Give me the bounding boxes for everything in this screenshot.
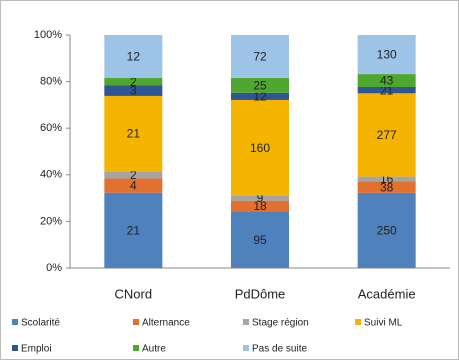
bar-segment bbox=[231, 77, 289, 93]
y-tick-label: 60% bbox=[40, 122, 62, 134]
y-tick-label: 80% bbox=[40, 76, 62, 88]
data-label: 250 bbox=[377, 224, 397, 238]
data-label: 21 bbox=[127, 127, 141, 141]
bar-segment bbox=[104, 35, 163, 79]
legend-label: Pas de suite bbox=[252, 344, 307, 355]
bar-segment bbox=[357, 181, 416, 193]
x-tick-label: PdDôme bbox=[235, 286, 286, 301]
legend-swatch bbox=[243, 319, 249, 325]
bar-segment bbox=[231, 211, 289, 268]
legend-swatch bbox=[133, 319, 139, 325]
data-label: 9 bbox=[257, 191, 264, 205]
bar-segment bbox=[231, 35, 289, 78]
bar-segment bbox=[357, 74, 416, 88]
bar-segment bbox=[357, 87, 416, 94]
y-tick-label: 20% bbox=[40, 215, 62, 227]
legend-label: Emploi bbox=[21, 344, 52, 355]
legend-label: Autre bbox=[142, 344, 166, 355]
bar-segment bbox=[231, 200, 289, 212]
bar-segment bbox=[357, 35, 416, 75]
y-tick-label: 0% bbox=[46, 262, 62, 274]
legend-label: Stage région bbox=[252, 318, 309, 329]
data-label: 12 bbox=[127, 50, 141, 64]
data-label: 43 bbox=[380, 74, 394, 88]
data-label: 72 bbox=[253, 50, 267, 64]
bar-segment bbox=[104, 171, 163, 179]
data-label: 3 bbox=[130, 84, 137, 98]
data-label: 4 bbox=[130, 179, 137, 193]
bar-segment bbox=[104, 85, 163, 96]
legend-label: Scolarité bbox=[21, 318, 60, 329]
data-label: 2 bbox=[130, 168, 137, 182]
bar-segment bbox=[357, 176, 416, 182]
bar-segment bbox=[231, 99, 289, 196]
bar-segment bbox=[231, 92, 289, 100]
bar-segment bbox=[104, 78, 163, 86]
data-label: 12 bbox=[253, 90, 267, 104]
data-label: 25 bbox=[253, 79, 267, 93]
legend-label: Alternance bbox=[142, 318, 190, 329]
data-label: 160 bbox=[250, 141, 270, 155]
data-label: 2 bbox=[130, 75, 137, 89]
bar-segment bbox=[231, 195, 289, 201]
bar-segment bbox=[357, 93, 416, 177]
legend-swatch bbox=[12, 319, 18, 325]
bar-segment bbox=[104, 95, 163, 172]
bar-segment bbox=[104, 192, 163, 268]
data-label: 18 bbox=[253, 199, 267, 213]
legend-swatch bbox=[243, 345, 249, 351]
bar-segment bbox=[104, 178, 163, 193]
data-label: 95 bbox=[253, 233, 267, 247]
bar-segment bbox=[357, 192, 416, 268]
y-tick-label: 100% bbox=[34, 29, 62, 41]
data-label: 38 bbox=[380, 180, 394, 194]
data-label: 21 bbox=[127, 224, 141, 238]
legend-swatch bbox=[12, 345, 18, 351]
y-tick-label: 40% bbox=[40, 169, 62, 181]
legend-swatch bbox=[133, 345, 139, 351]
x-tick-label: Académie bbox=[358, 286, 416, 301]
x-tick-label: CNord bbox=[115, 286, 153, 301]
legend-swatch bbox=[355, 319, 361, 325]
legend-label: Suivi ML bbox=[364, 318, 403, 329]
data-label: 277 bbox=[377, 128, 397, 142]
data-label: 130 bbox=[377, 48, 397, 62]
